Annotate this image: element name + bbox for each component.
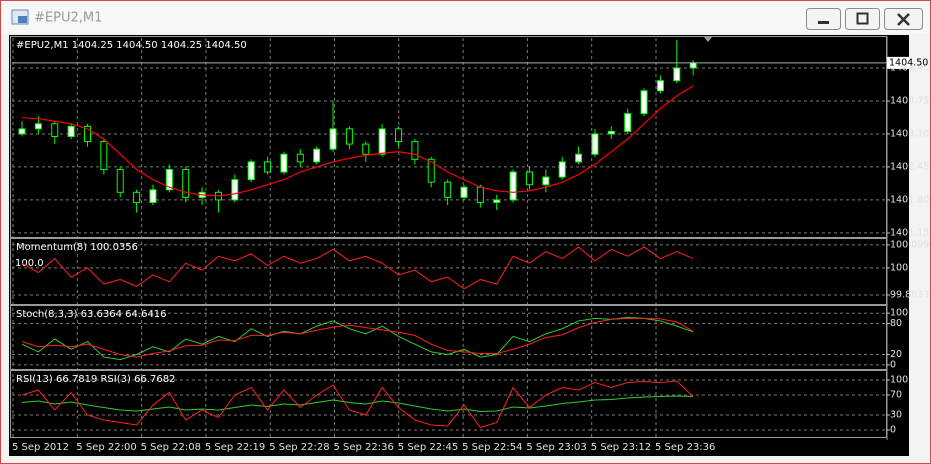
panel-frame	[10, 36, 887, 238]
y-tick-label: 99.8833	[890, 289, 929, 300]
candle-body	[345, 128, 353, 145]
panel-title: RSI(13) 66.7819 RSI(3) 66.7682	[16, 374, 175, 385]
panel-title: #EPU2,M1 1404.25 1404.50 1404.25 1404.50	[16, 40, 247, 51]
candle-body	[558, 161, 566, 178]
shift-marker	[704, 37, 712, 42]
y-tick-label: 20	[890, 349, 902, 360]
level-label: 100.0	[15, 258, 44, 269]
candle-body	[591, 133, 599, 155]
candle-body	[149, 189, 157, 203]
y-tick-label: 1403.10	[890, 128, 929, 139]
candle-body	[329, 128, 337, 150]
indicator-line	[21, 380, 694, 429]
y-tick-label: 30	[890, 410, 902, 421]
candle-body	[34, 123, 42, 130]
time-label: 5 Sep 22:00	[76, 442, 136, 453]
time-label: 5 Sep 22:19	[205, 442, 265, 453]
time-label: 5 Sep 22:54	[462, 442, 522, 453]
window-title: #EPU2,M1	[34, 11, 102, 26]
candle-body	[296, 153, 304, 163]
candle-body	[525, 171, 533, 186]
y-tick-label: 0	[890, 359, 896, 370]
y-tick-label: 1401.15	[890, 227, 929, 238]
candle-body	[231, 179, 239, 201]
candle-body	[247, 161, 255, 181]
y-tick-label: 80	[890, 318, 902, 329]
time-label: 5 Sep 23:12	[591, 442, 651, 453]
candle-body	[444, 181, 452, 198]
candle-body	[427, 158, 435, 183]
y-tick-label: 1402.45	[890, 161, 929, 172]
candle-body	[673, 67, 681, 82]
y-tick-label: 70	[890, 390, 902, 401]
candle-body	[378, 128, 386, 155]
moving-average	[21, 85, 694, 197]
candle-body	[165, 168, 173, 191]
indicator-line	[21, 317, 694, 358]
time-label: 5 Sep 22:36	[334, 442, 394, 453]
time-label: 5 Sep 23:36	[655, 442, 715, 453]
candle-body	[656, 80, 664, 92]
time-label: 5 Sep 22:28	[269, 442, 329, 453]
indicator-line	[21, 395, 694, 413]
current-price-label: 1404.50	[889, 57, 928, 68]
y-tick-label: 100	[890, 308, 908, 319]
y-tick-label: 100.099	[890, 239, 929, 250]
title-bar	[1, 1, 930, 33]
candle-body	[133, 191, 141, 203]
candle-body	[362, 143, 370, 155]
indicator-line	[21, 316, 694, 361]
candle-body	[51, 123, 59, 137]
current-price-box	[887, 56, 909, 69]
panel-frame	[10, 238, 887, 305]
candle-body	[67, 125, 75, 137]
y-tick-label: 100	[890, 262, 908, 273]
candle-body	[264, 161, 272, 173]
candle-body	[116, 168, 124, 193]
candle-body	[509, 171, 517, 201]
time-label: 5 Sep 22:08	[141, 442, 201, 453]
candle-body	[460, 186, 468, 198]
candle-body	[607, 130, 615, 135]
time-label: 5 Sep 23:03	[526, 442, 586, 453]
candle-body	[100, 141, 108, 170]
candle-body	[640, 90, 648, 115]
time-label: 5 Sep 2012	[12, 442, 69, 453]
restore-button[interactable]	[845, 8, 880, 30]
candle-body	[182, 168, 190, 198]
panel-frame	[10, 370, 887, 438]
y-tick-label: 100	[890, 375, 908, 386]
minimize-button[interactable]	[806, 8, 841, 30]
candle-body	[493, 199, 501, 203]
indicator-line	[21, 246, 694, 290]
candle-body	[624, 113, 632, 132]
time-label: 5 Sep 22:45	[398, 442, 458, 453]
candle-body	[395, 128, 403, 143]
candle-body	[411, 141, 419, 160]
panel-title: Momentum(8) 100.0356	[16, 242, 138, 253]
chart-background	[9, 35, 909, 456]
candle-body	[313, 148, 321, 163]
y-tick-label: 0	[890, 425, 896, 436]
candle-body	[476, 186, 484, 203]
candle-body	[280, 153, 288, 173]
candle-body	[575, 153, 583, 163]
y-tick-label: 1403.75	[890, 95, 929, 106]
candle-body	[18, 128, 26, 135]
window-icon	[11, 9, 29, 25]
candle-body	[689, 62, 697, 69]
candle-body	[542, 176, 550, 186]
panel-title: Stoch(8,3,3) 63.6364 64.6416	[16, 309, 167, 320]
y-tick-label: 1401.80	[890, 194, 929, 205]
close-button[interactable]	[884, 8, 923, 30]
y-tick-label: 1404.40	[890, 62, 929, 73]
candle-body	[83, 125, 91, 143]
panel-frame	[10, 305, 887, 370]
